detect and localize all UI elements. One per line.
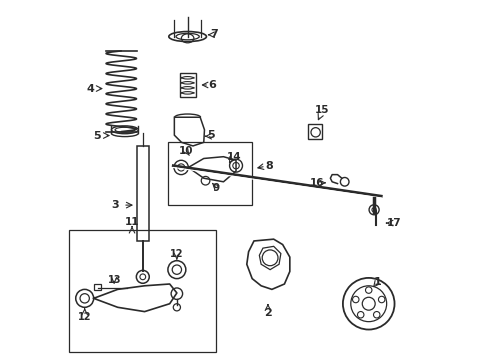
Bar (137, 146, 148, 241)
Text: 12: 12 (170, 248, 184, 258)
Text: 7: 7 (211, 29, 219, 39)
Bar (308, 125, 322, 139)
Text: 14: 14 (227, 152, 242, 162)
Text: 5: 5 (94, 131, 101, 140)
Text: 3: 3 (111, 200, 119, 210)
Bar (179, 73, 196, 96)
Text: 5: 5 (207, 130, 215, 140)
Text: 8: 8 (266, 161, 273, 171)
Text: 9: 9 (213, 183, 220, 193)
Text: 10: 10 (178, 145, 193, 156)
Bar (69, 230, 216, 352)
Text: 13: 13 (108, 275, 122, 285)
Text: 12: 12 (78, 312, 92, 321)
Text: 17: 17 (387, 218, 401, 228)
Text: 2: 2 (265, 308, 272, 318)
Text: 16: 16 (310, 178, 324, 188)
Text: 11: 11 (125, 217, 139, 227)
Bar (95, 284, 101, 290)
Text: 1: 1 (374, 277, 382, 287)
Text: 6: 6 (208, 80, 216, 90)
Bar (168, 142, 252, 205)
Text: 15: 15 (315, 105, 329, 115)
Text: 4: 4 (86, 84, 94, 94)
